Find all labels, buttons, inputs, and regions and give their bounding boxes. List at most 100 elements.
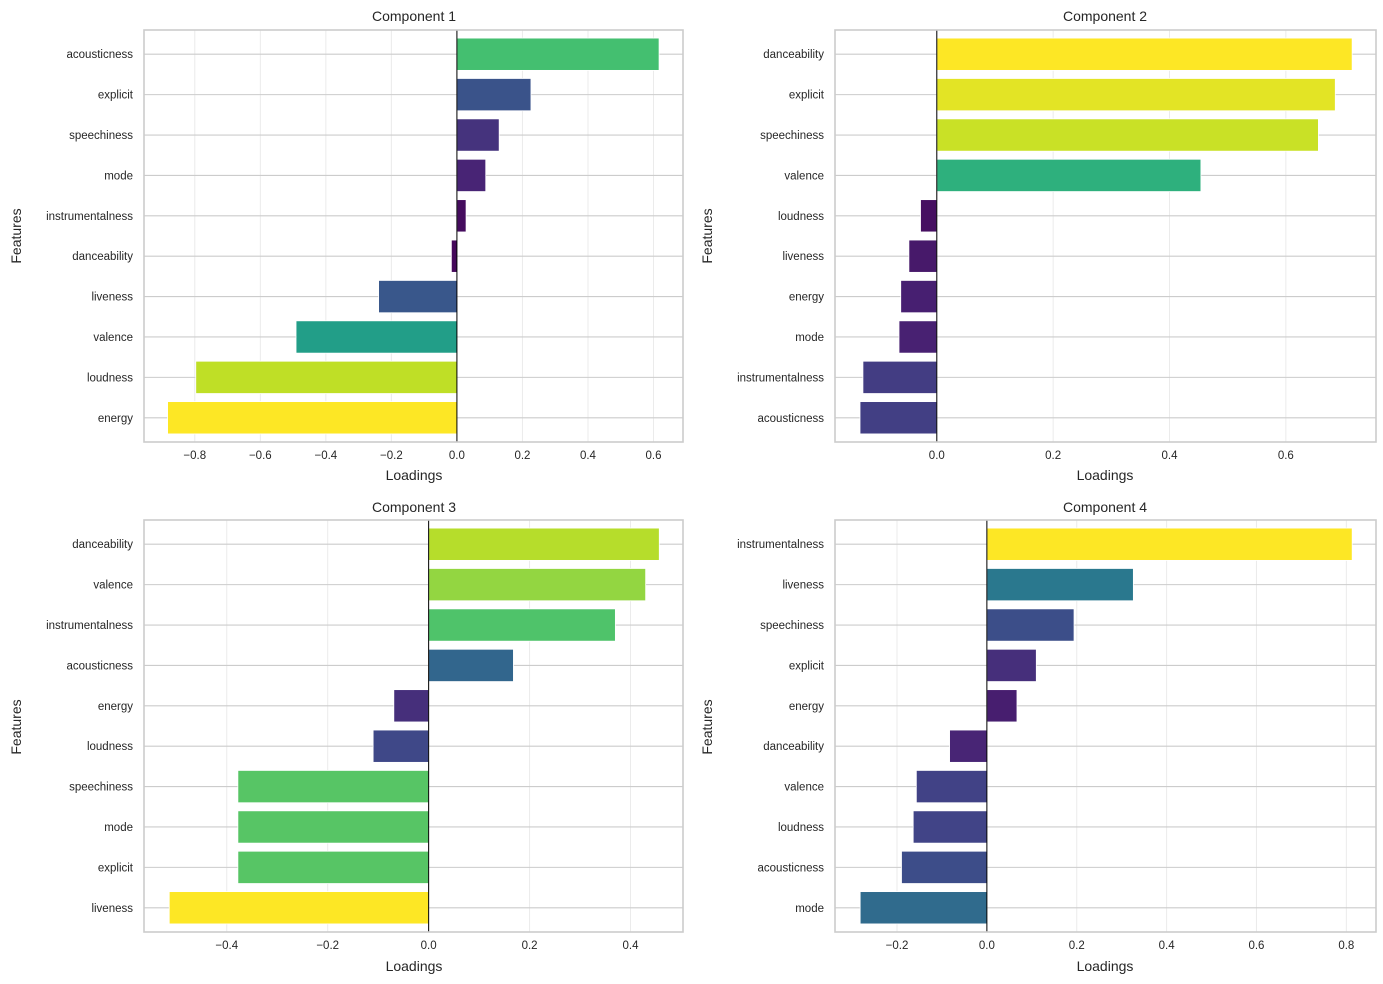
bar-speechiness <box>986 608 1075 642</box>
y-tick-label: energy <box>98 413 133 425</box>
y-axis-label: Features <box>8 208 24 263</box>
y-tick-label: explicit <box>789 660 825 672</box>
y-tick-label: valence <box>93 580 133 592</box>
bar-explicit <box>456 78 532 112</box>
y-tick-label: liveness <box>782 580 824 592</box>
y-tick-label: loudness <box>87 741 133 753</box>
y-tick-label: energy <box>789 292 824 304</box>
bar-mode <box>237 810 430 844</box>
x-axis-label: Loadings <box>1077 958 1134 974</box>
bar-instrumentalness <box>862 360 938 394</box>
bar-loudness <box>920 199 938 233</box>
bar-loudness <box>195 360 458 394</box>
x-tick-label: 0.2 <box>1069 940 1085 952</box>
bar-energy <box>986 689 1018 723</box>
y-tick-label: speechiness <box>69 130 133 142</box>
subplot-component-3: −0.4 −0.2 0.0 0.2 0.4 danceability valence inst… <box>8 499 684 974</box>
subplot-title: Component 3 <box>372 499 456 515</box>
x-tick-label: 0.2 <box>514 450 530 462</box>
bar-valence <box>428 568 647 602</box>
bar-mode <box>859 891 988 925</box>
y-tick-label: valence <box>784 170 824 182</box>
y-tick-label: speechiness <box>760 620 824 632</box>
bar-instrumentalness <box>428 608 616 642</box>
y-tick-label: loudness <box>778 211 824 223</box>
plot-area: −0.8 −0.6 −0.4 −0.2 0.0 0.2 0.4 0.6 acousticness… <box>46 29 684 462</box>
bar-acousticness <box>428 648 514 682</box>
subplot-title: Component 1 <box>372 8 456 24</box>
x-tick-label: −0.4 <box>314 450 337 462</box>
x-tick-label: 0.6 <box>646 450 662 462</box>
y-tick-label: instrumentalness <box>46 211 133 223</box>
bar-energy <box>900 280 938 314</box>
bar-explicit <box>936 78 1336 112</box>
y-axis-label: Features <box>699 699 715 754</box>
plot-area: −0.4 −0.2 0.0 0.2 0.4 danceability valence inst… <box>46 519 684 952</box>
bar-liveness <box>908 239 938 273</box>
subplot-title: Component 4 <box>1063 499 1147 515</box>
x-tick-label: −0.4 <box>215 940 238 952</box>
bar-danceability <box>949 729 988 763</box>
bar-energy <box>393 689 430 723</box>
axes-frame <box>143 519 684 933</box>
x-tick-label: 0.4 <box>1159 940 1176 952</box>
x-tick-label: −0.6 <box>249 450 272 462</box>
x-tick-label: 0.0 <box>421 940 437 952</box>
x-tick-label: 0.4 <box>1161 450 1178 462</box>
bar-speechiness <box>456 118 500 152</box>
axes-frame <box>143 29 684 443</box>
y-tick-label: valence <box>93 332 133 344</box>
y-tick-label: acousticness <box>67 660 134 672</box>
bar-valence <box>915 770 988 804</box>
subplot-component-4: −0.2 0.0 0.2 0.4 0.6 0.8 instrumentalness liven… <box>699 499 1377 974</box>
bar-valence <box>295 320 458 354</box>
x-tick-label: −0.2 <box>886 940 909 952</box>
bar-speechiness <box>936 118 1319 152</box>
x-tick-label: 0.6 <box>1248 940 1264 952</box>
y-tick-label: explicit <box>789 90 825 102</box>
y-tick-label: loudness <box>778 822 824 834</box>
x-axis-label: Loadings <box>386 958 443 974</box>
y-tick-label: mode <box>104 170 133 182</box>
y-axis-label: Features <box>8 699 24 754</box>
y-tick-label: danceability <box>763 49 824 61</box>
x-tick-label: 0.4 <box>623 940 640 952</box>
x-tick-label: −0.2 <box>380 450 403 462</box>
bar-danceability <box>450 239 458 273</box>
bar-valence <box>936 158 1202 192</box>
subplot-title: Component 2 <box>1063 8 1147 24</box>
subplot-component-2: 0.0 0.2 0.4 0.6 danceability explicit speechin… <box>699 8 1377 483</box>
y-tick-label: danceability <box>763 741 824 753</box>
y-tick-label: explicit <box>98 862 134 874</box>
bar-liveness <box>986 568 1134 602</box>
bar-liveness <box>168 891 430 925</box>
bar-mode <box>456 158 487 192</box>
y-tick-label: speechiness <box>69 782 133 794</box>
y-tick-label: acousticness <box>67 49 134 61</box>
bar-acousticness <box>901 850 988 884</box>
bar-mode <box>898 320 938 354</box>
bar-explicit <box>986 648 1037 682</box>
y-tick-label: instrumentalness <box>46 620 133 632</box>
axes-frame <box>834 29 1377 443</box>
bar-loudness <box>372 729 430 763</box>
x-tick-label: 0.8 <box>1338 940 1354 952</box>
bar-acousticness <box>456 37 660 71</box>
bar-danceability <box>428 527 660 561</box>
y-tick-label: speechiness <box>760 130 824 142</box>
bar-instrumentalness <box>986 527 1353 561</box>
y-tick-label: explicit <box>98 90 134 102</box>
y-tick-label: acousticness <box>758 413 825 425</box>
x-axis-label: Loadings <box>386 467 443 483</box>
y-tick-label: liveness <box>91 292 133 304</box>
y-tick-label: mode <box>104 822 133 834</box>
y-tick-label: danceability <box>72 539 133 551</box>
y-tick-label: energy <box>789 701 824 713</box>
y-tick-label: liveness <box>782 251 824 263</box>
y-tick-label: mode <box>795 903 824 915</box>
bar-acousticness <box>859 401 938 435</box>
x-tick-label: 0.6 <box>1278 450 1294 462</box>
plot-area: 0.0 0.2 0.4 0.6 danceability explicit speechin… <box>737 29 1377 462</box>
y-tick-label: valence <box>784 782 824 794</box>
